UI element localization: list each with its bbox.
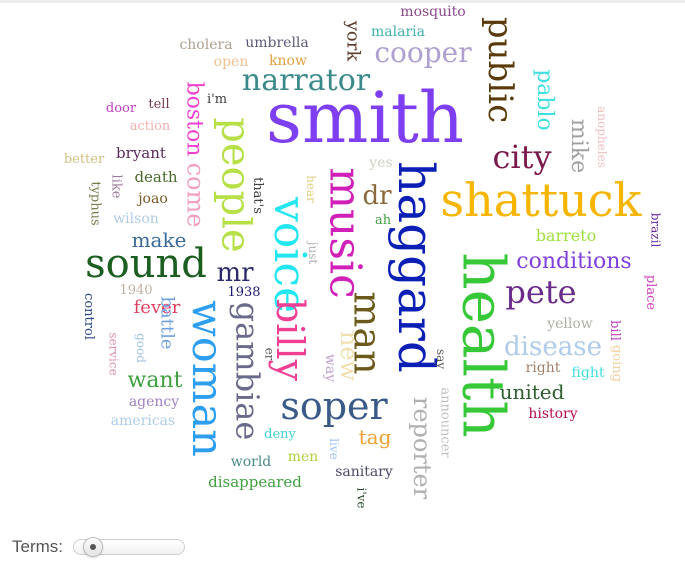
cloud-word[interactable]: better bbox=[63, 151, 105, 167]
cloud-word[interactable]: door bbox=[105, 100, 137, 116]
cloud-word[interactable]: i'm bbox=[206, 91, 228, 107]
cloud-word[interactable]: pete bbox=[505, 273, 577, 311]
cloud-word[interactable]: death bbox=[134, 167, 178, 186]
cloud-word[interactable]: reporter bbox=[408, 396, 436, 500]
cloud-word[interactable]: hear bbox=[303, 175, 318, 203]
cloud-word[interactable]: say bbox=[434, 348, 448, 370]
cloud-word[interactable]: music bbox=[319, 167, 371, 299]
cloud-word[interactable]: like bbox=[108, 174, 124, 198]
cloud-word[interactable]: anopheles bbox=[595, 106, 609, 168]
cloud-word[interactable]: billy bbox=[267, 298, 312, 382]
cloud-word[interactable]: wilson bbox=[113, 211, 159, 227]
top-border bbox=[0, 0, 685, 3]
cloud-word[interactable]: united bbox=[499, 380, 565, 404]
cloud-word[interactable]: malaria bbox=[371, 24, 425, 40]
cloud-word[interactable]: fight bbox=[571, 365, 605, 381]
cloud-word[interactable]: typhus bbox=[87, 180, 103, 226]
terms-slider-handle[interactable] bbox=[82, 537, 103, 557]
cloud-word[interactable]: going bbox=[609, 344, 625, 382]
cloud-word[interactable]: announcer bbox=[437, 386, 453, 458]
cloud-word[interactable]: pablo bbox=[531, 69, 557, 131]
cloud-word[interactable]: service bbox=[107, 332, 121, 376]
cloud-word[interactable]: bryant bbox=[116, 143, 166, 162]
cloud-word[interactable]: i've bbox=[355, 487, 369, 509]
cloud-word[interactable]: smith bbox=[266, 77, 464, 159]
cloud-word[interactable]: history bbox=[528, 406, 578, 422]
cloud-word[interactable]: 1938 bbox=[227, 284, 261, 300]
cloud-word[interactable]: disease bbox=[504, 332, 602, 362]
cloud-word[interactable]: mosquito bbox=[400, 4, 466, 20]
cloud-word[interactable]: city bbox=[492, 138, 552, 176]
cloud-word[interactable]: umbrella bbox=[245, 35, 309, 51]
cloud-word[interactable]: voice bbox=[263, 196, 315, 314]
cloud-word[interactable]: joao bbox=[138, 191, 168, 207]
cloud-word[interactable]: cholera bbox=[179, 37, 233, 53]
cloud-word[interactable]: cooper bbox=[374, 36, 472, 69]
cloud-word[interactable]: dr bbox=[362, 181, 392, 211]
cloud-word[interactable]: want bbox=[127, 368, 183, 393]
cloud-word[interactable]: bill bbox=[606, 319, 622, 341]
cloud-word[interactable]: action bbox=[129, 118, 171, 134]
cloud-word[interactable]: narrator bbox=[241, 63, 371, 98]
cloud-word[interactable]: world bbox=[230, 454, 272, 470]
cloud-word[interactable]: er bbox=[262, 347, 276, 361]
cloud-word[interactable]: conditions bbox=[516, 249, 632, 274]
terms-slider[interactable] bbox=[73, 537, 185, 557]
cloud-word[interactable]: tag bbox=[358, 425, 392, 449]
cloud-word[interactable]: that's bbox=[249, 176, 265, 214]
cloud-word[interactable]: place bbox=[643, 274, 659, 310]
cloud-word[interactable]: york bbox=[342, 20, 363, 62]
cloud-word[interactable]: right bbox=[525, 360, 561, 376]
cloud-word[interactable]: agency bbox=[128, 394, 180, 410]
cloud-word[interactable]: woman bbox=[181, 299, 232, 457]
cloud-word[interactable]: come bbox=[180, 162, 209, 228]
cloud-word[interactable]: men bbox=[287, 449, 319, 465]
cloud-word[interactable]: boston bbox=[181, 81, 206, 157]
word-cloud: smith health haggard shattuck voice music woma… bbox=[63, 4, 662, 509]
cloud-word[interactable]: public bbox=[480, 16, 520, 124]
cloud-word[interactable]: sanitary bbox=[335, 464, 393, 480]
cloud-word[interactable]: barreto bbox=[535, 226, 597, 245]
cloud-word[interactable]: know bbox=[269, 53, 307, 69]
cloud-word[interactable]: way bbox=[322, 353, 338, 383]
cloud-word[interactable]: new bbox=[334, 330, 363, 382]
cloud-word[interactable]: fever bbox=[133, 297, 181, 318]
cloud-word[interactable]: brazil bbox=[647, 212, 662, 248]
cloud-word[interactable]: control bbox=[80, 292, 96, 340]
cloud-word[interactable]: shattuck bbox=[440, 173, 642, 227]
cloud-word[interactable]: just bbox=[306, 241, 320, 265]
cloud-word[interactable]: mr bbox=[216, 258, 254, 288]
cloud-word[interactable]: soper bbox=[280, 384, 388, 428]
cloud-word[interactable]: yes bbox=[369, 155, 393, 171]
cloud-word[interactable]: deny bbox=[264, 426, 296, 442]
cloud-word[interactable]: haggard bbox=[387, 161, 445, 373]
cloud-word[interactable]: americas bbox=[110, 413, 176, 429]
cloud-word[interactable]: disappeared bbox=[208, 472, 302, 491]
cloud-word[interactable]: yellow bbox=[547, 316, 593, 332]
cloud-word[interactable]: sound bbox=[85, 241, 207, 287]
cloud-word[interactable]: battle bbox=[156, 296, 178, 350]
cloud-word[interactable]: good bbox=[134, 333, 148, 363]
cloud-word[interactable]: gambiae bbox=[227, 301, 266, 441]
cloud-word[interactable]: live bbox=[327, 438, 341, 460]
cloud-word[interactable]: 1940 bbox=[119, 282, 153, 298]
cloud-word[interactable]: ah bbox=[374, 212, 392, 228]
terms-control: Terms: bbox=[12, 534, 185, 560]
cloud-word[interactable]: mike bbox=[566, 118, 591, 174]
cloud-word[interactable]: tell bbox=[148, 96, 170, 112]
cloud-word[interactable]: make bbox=[131, 228, 187, 252]
cloud-word[interactable]: open bbox=[213, 54, 249, 70]
terms-label: Terms: bbox=[12, 537, 63, 556]
